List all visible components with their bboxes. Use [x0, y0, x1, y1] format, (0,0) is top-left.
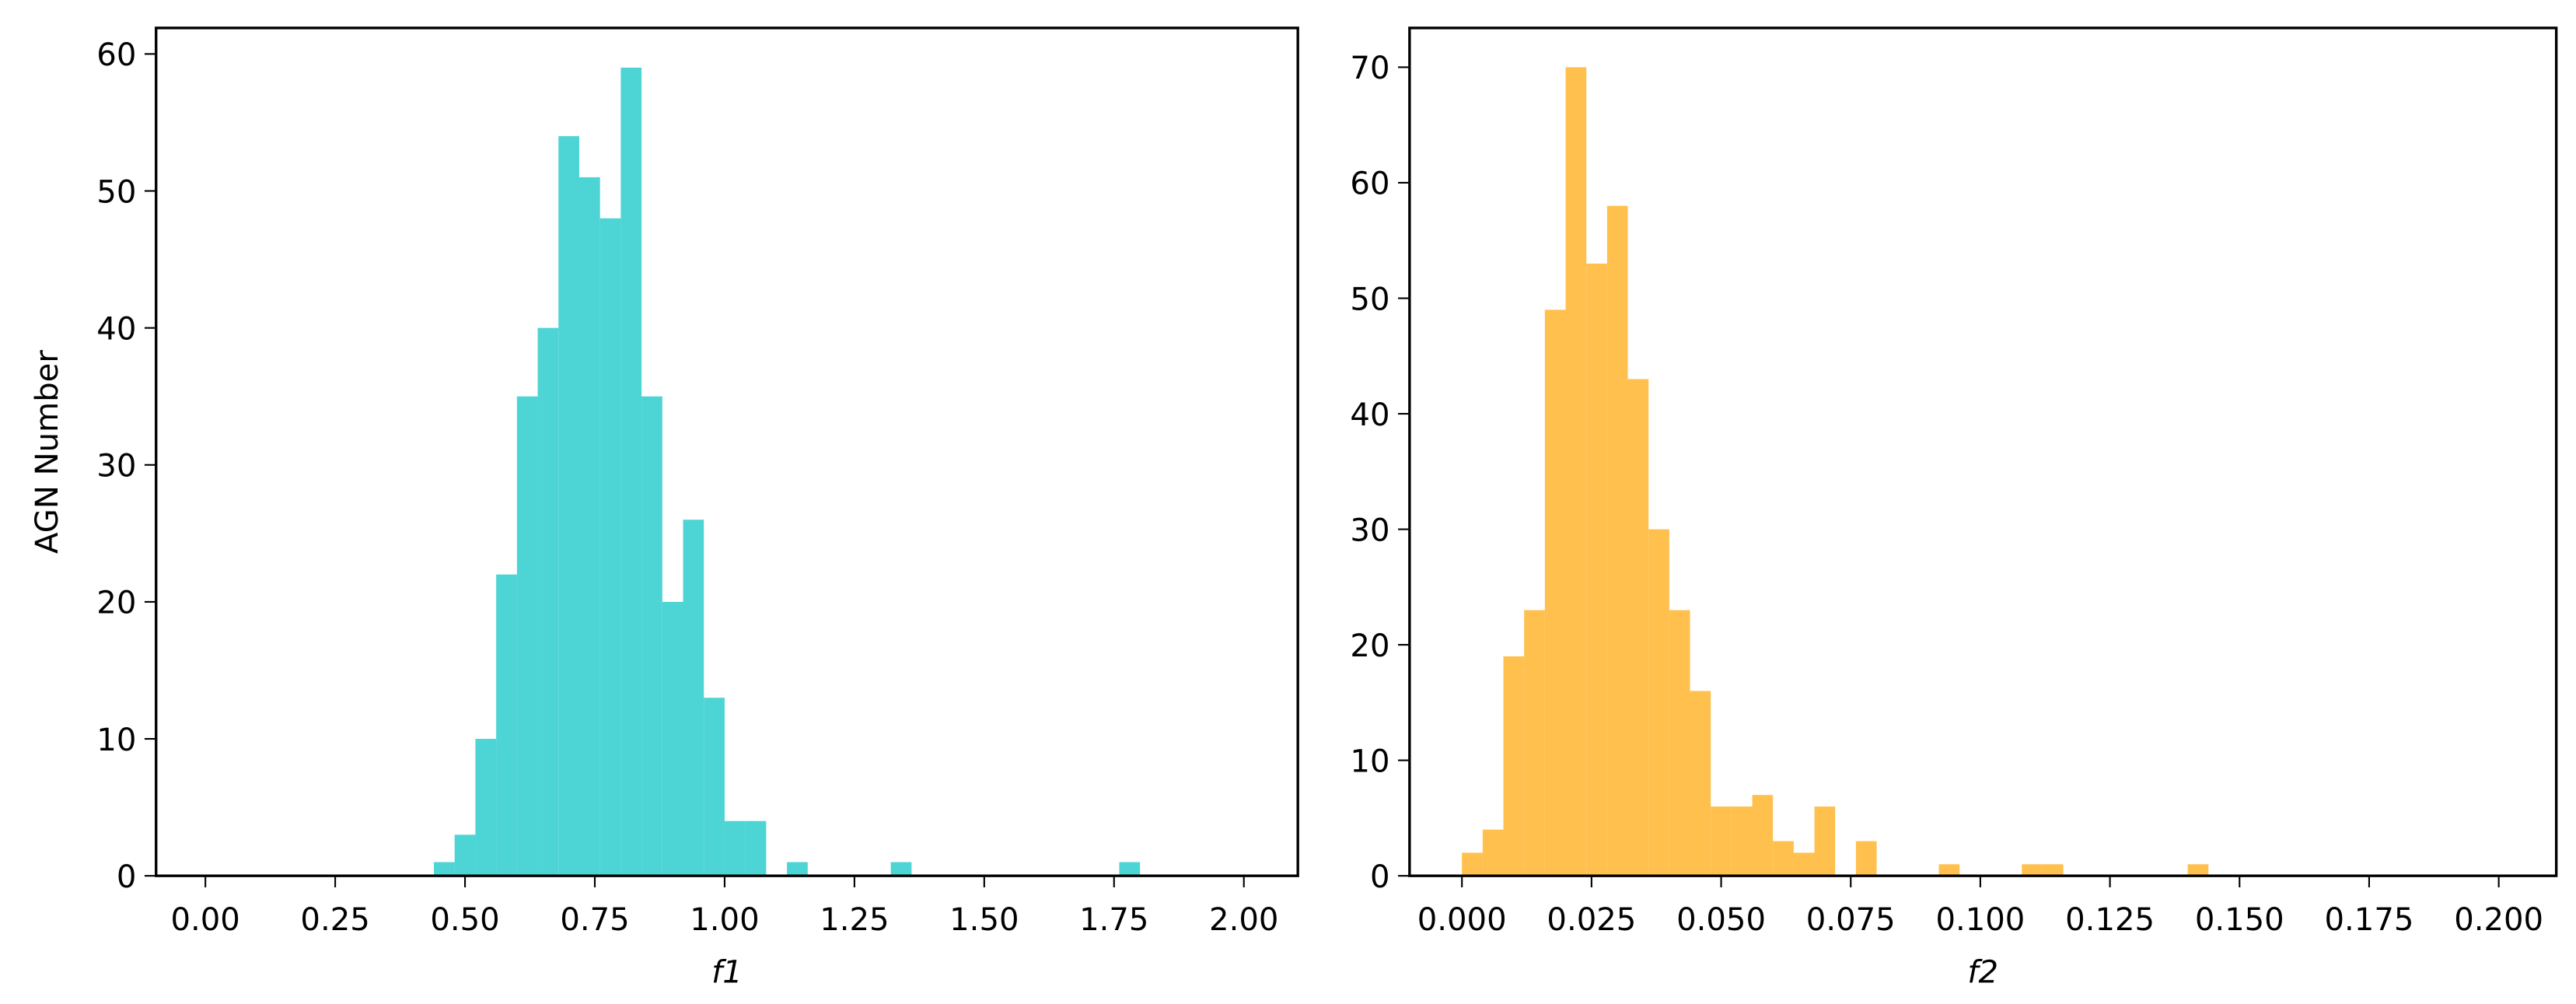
x-axis-label: f2 [1967, 955, 1998, 991]
bar [1773, 841, 1794, 876]
x-tick-label: 0.150 [2195, 902, 2284, 938]
bar [890, 862, 912, 876]
bar [1524, 610, 1545, 876]
x-tick-label: 0.200 [2454, 902, 2543, 938]
bar [662, 601, 683, 876]
x-tick-label: 0.000 [1417, 902, 1507, 938]
y-tick-label: 0 [117, 859, 137, 895]
x-tick-label: 0.75 [560, 902, 629, 938]
x-tick-label: 1.75 [1079, 902, 1148, 938]
y-tick-label: 60 [1350, 166, 1389, 202]
bar [2042, 864, 2064, 876]
x-tick-label: 0.50 [430, 902, 499, 938]
x-tick-label: 0.075 [1806, 902, 1896, 938]
bar [578, 177, 600, 876]
y-tick-label: 30 [1350, 512, 1389, 548]
bar [2022, 864, 2043, 876]
axes-frame [1408, 26, 2558, 877]
x-tick-label: 0.25 [300, 902, 369, 938]
bar [454, 834, 476, 876]
x-tick-label: 0.025 [1547, 902, 1636, 938]
bar [599, 218, 621, 876]
y-tick-label: 10 [96, 722, 136, 758]
y-tick-label: 50 [1350, 282, 1389, 317]
bar [704, 698, 725, 876]
bar [496, 574, 517, 876]
x-tick-label: 1.00 [690, 902, 759, 938]
y-tick-label: 70 [1350, 51, 1389, 86]
bar [1938, 864, 1960, 876]
bar [1731, 806, 1753, 876]
x-tick-label: 0.125 [2065, 902, 2155, 938]
bar [1793, 852, 1815, 876]
y-tick-label: 40 [96, 311, 136, 347]
x-tick-label: 0.100 [1935, 902, 2025, 938]
bar [1627, 379, 1649, 876]
bar [641, 396, 662, 876]
x-tick-label: 1.50 [949, 902, 1019, 938]
y-tick-label: 20 [96, 586, 136, 621]
y-tick-label: 40 [1350, 397, 1389, 433]
bar [724, 820, 746, 876]
bar [1814, 806, 1836, 876]
bar [475, 739, 497, 876]
bar [787, 862, 808, 876]
bar [1586, 263, 1607, 876]
bar [1690, 691, 1711, 876]
x-tick-label: 0.175 [2325, 902, 2414, 938]
bar [1482, 829, 1504, 876]
bar [745, 820, 767, 876]
bar [558, 136, 579, 876]
bar [516, 396, 538, 876]
y-axis-label: AGN Number [30, 350, 65, 554]
y-tick-label: 60 [96, 37, 136, 73]
x-tick-label: 1.25 [820, 902, 889, 938]
x-tick-label: 2.00 [1209, 902, 1278, 938]
bar [1648, 529, 1669, 876]
bar [1544, 310, 1566, 876]
y-tick-label: 50 [96, 174, 136, 210]
x-axis-label: f1 [711, 955, 743, 991]
bar [1669, 610, 1690, 876]
bar [1503, 656, 1525, 876]
bar [537, 327, 559, 876]
y-tick-label: 30 [96, 449, 136, 485]
bar [1119, 862, 1141, 876]
bar [1711, 806, 1732, 876]
x-tick-label: 0.00 [170, 902, 239, 938]
bar [433, 862, 455, 876]
bar [1855, 841, 1877, 876]
bar [1606, 205, 1628, 876]
x-tick-label: 0.050 [1676, 902, 1766, 938]
bar [1752, 795, 1774, 876]
y-tick-label: 20 [1350, 628, 1389, 664]
bar [1462, 852, 1483, 876]
bar [683, 519, 704, 876]
bar [620, 68, 642, 876]
y-tick-label: 10 [1350, 743, 1389, 779]
axes-frame [155, 26, 1299, 877]
y-tick-label: 0 [1370, 859, 1390, 895]
bar [2187, 864, 2209, 876]
bar [1565, 67, 1587, 876]
